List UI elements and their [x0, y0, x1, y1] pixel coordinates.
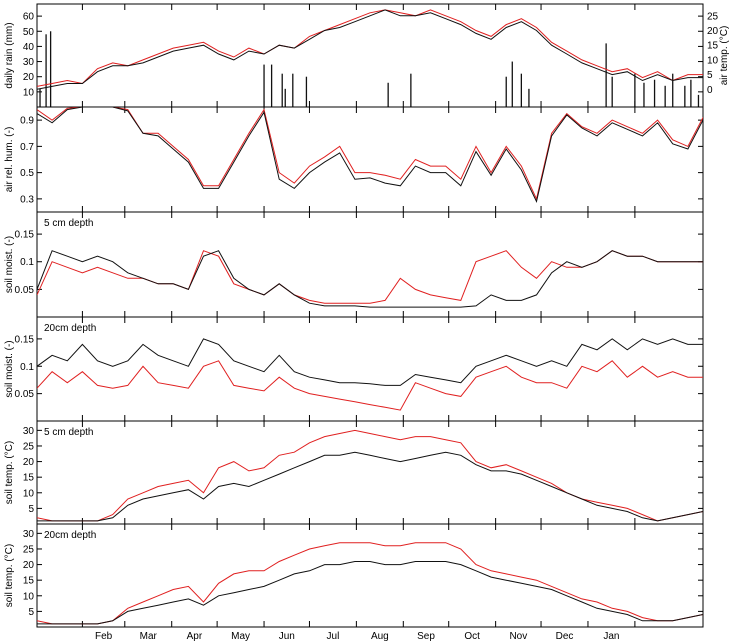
series-line-a [37, 107, 703, 201]
y-tick-label: 0.5 [20, 168, 34, 179]
series-line-a [37, 250, 703, 304]
panel-soil-temp-5: 5 10 15 20 25 30 soil temp. (°C) 5 cm depth [4, 420, 704, 525]
y-right-tick-label: 25 [707, 11, 719, 22]
y-tick-label: 0.1 [20, 257, 34, 268]
series-line-b [37, 9, 703, 90]
panel-frame [36, 3, 704, 108]
panel-frame [36, 420, 704, 525]
y-tick-label: 0.15 [15, 230, 35, 241]
y-tick-label: 0.05 [15, 389, 35, 400]
y-right-tick-label: 0 [707, 85, 713, 96]
month-label: Aug [371, 631, 389, 642]
series-line-b [37, 250, 703, 308]
y-tick-label: 40 [23, 42, 35, 53]
y-tick-label: 0.3 [20, 194, 34, 205]
panel-frame [36, 211, 704, 318]
y-tick-label: 5 [28, 607, 34, 618]
series-line-a [37, 360, 703, 411]
month-label: Dec [556, 631, 574, 642]
depth-annotation: 20cm depth [44, 323, 96, 334]
panel-soil-temp-20: 5 10 15 20 25 30 soil temp. (°C) 20cm depth [4, 523, 704, 628]
month-label: Jan [603, 631, 619, 642]
month-label: Nov [509, 631, 527, 642]
series-line-b [37, 561, 703, 625]
depth-annotation: 5 cm depth [44, 218, 93, 229]
y-axis-label: air rel. hum. (-) [4, 127, 15, 193]
month-label: Mar [140, 631, 158, 642]
y-axis-label: soil temp. (°C) [4, 441, 15, 504]
y-tick-label: 25 [23, 441, 35, 452]
y-axis-label: soil moist. (-) [4, 236, 15, 293]
y-tick-label: 15 [23, 473, 35, 484]
x-axis-month-labels: Feb Mar Apr May Jun Jul Aug Sep Oct Nov Dec Jan [95, 631, 620, 642]
y-axis-label: soil temp. (°C) [4, 544, 15, 607]
month-label: Jun [279, 631, 295, 642]
month-label: May [231, 631, 250, 642]
y-tick-label: 20 [23, 72, 35, 83]
y-tick-label: 30 [23, 426, 35, 437]
y-tick-label: 5 [28, 504, 34, 515]
y-tick-label: 20 [23, 560, 35, 571]
series-line-a [37, 9, 703, 87]
depth-annotation: 20cm depth [44, 530, 96, 541]
panel-rain-temp: 10 20 30 40 50 60 daily rain (mm) 0 5 10 15 20 25air… [4, 3, 730, 108]
month-label: Apr [187, 631, 203, 642]
series-line-b [37, 338, 703, 386]
series-line-a [37, 542, 703, 625]
series-line-b [37, 451, 703, 522]
panel-air-humidity: 0.3 0.5 0.7 0.9 air rel. hum. (-) [4, 106, 704, 213]
y-tick-label: 0.15 [15, 334, 35, 345]
y-tick-label: 10 [23, 488, 35, 499]
y-axis-label: daily rain (mm) [4, 22, 15, 88]
y-right-tick-label: 5 [707, 70, 713, 81]
y-tick-label: 0.1 [20, 362, 34, 373]
y-tick-label: 60 [23, 12, 35, 23]
y-tick-label: 25 [23, 544, 35, 555]
y-tick-label: 0.05 [15, 285, 35, 296]
month-label: Jul [327, 631, 340, 642]
y-right-axis-label: air temp. (°C) [719, 26, 730, 86]
y-tick-label: 30 [23, 57, 35, 68]
y-tick-label: 10 [23, 591, 35, 602]
month-label: Sep [417, 631, 435, 642]
y-tick-label: 0.7 [20, 142, 34, 153]
month-label: Oct [464, 631, 480, 642]
depth-annotation: 5 cm depth [44, 427, 93, 438]
y-tick-label: 30 [23, 529, 35, 540]
y-tick-label: 0.9 [20, 116, 34, 127]
panel-frame [36, 523, 704, 628]
y-right-tick-label: 15 [707, 41, 719, 52]
y-tick-label: 50 [23, 27, 35, 38]
month-label: Feb [95, 631, 113, 642]
panel-frame [36, 106, 704, 213]
y-tick-label: 10 [23, 87, 35, 98]
y-axis-label: soil moist. (-) [4, 340, 15, 397]
panel-frame [36, 316, 704, 422]
y-tick-label: 15 [23, 576, 35, 587]
series-line-a [37, 429, 703, 522]
y-tick-label: 20 [23, 457, 35, 468]
y-right-tick-label: 10 [707, 55, 719, 66]
series-line-b [37, 107, 703, 204]
y-right-tick-label: 20 [707, 26, 719, 37]
